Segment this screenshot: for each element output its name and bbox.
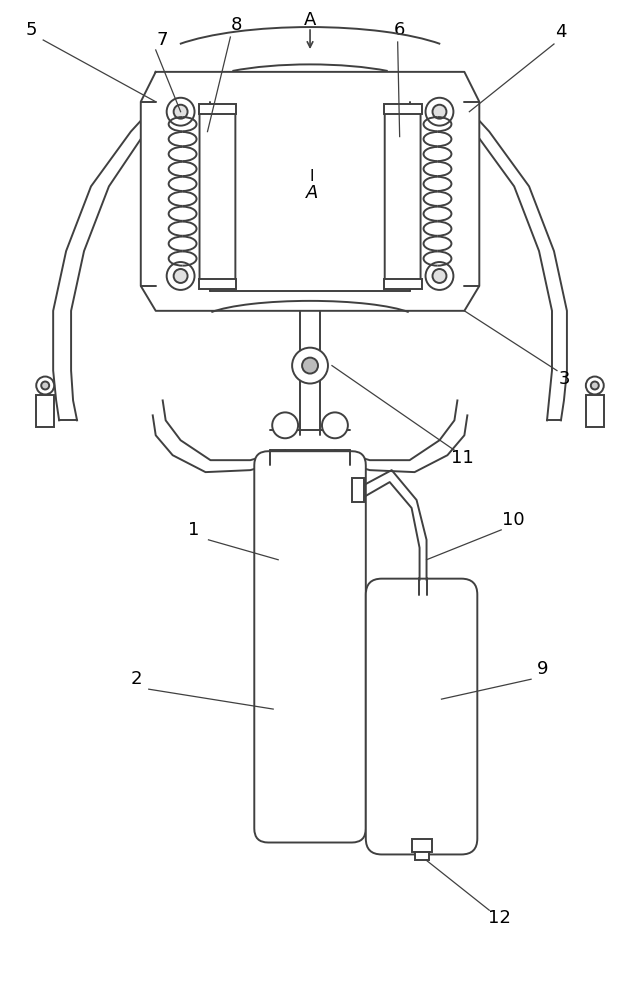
Circle shape	[41, 382, 49, 389]
FancyBboxPatch shape	[200, 109, 236, 284]
Text: 7: 7	[157, 31, 168, 49]
Circle shape	[322, 412, 348, 438]
Circle shape	[433, 269, 447, 283]
Bar	[36, 395, 54, 427]
Bar	[586, 395, 604, 427]
Circle shape	[433, 105, 447, 119]
Text: I: I	[310, 169, 314, 184]
Bar	[384, 279, 422, 289]
Text: 11: 11	[451, 449, 474, 467]
Text: A: A	[306, 184, 318, 202]
Bar	[384, 104, 422, 114]
Text: 2: 2	[131, 670, 143, 688]
Text: 12: 12	[488, 909, 511, 927]
Text: A: A	[304, 11, 316, 29]
Circle shape	[586, 377, 604, 394]
Polygon shape	[141, 72, 479, 311]
FancyBboxPatch shape	[254, 451, 366, 843]
Bar	[198, 279, 236, 289]
Text: 9: 9	[537, 660, 548, 678]
Circle shape	[166, 98, 195, 126]
Text: 4: 4	[555, 23, 566, 41]
Circle shape	[173, 105, 188, 119]
Text: 10: 10	[502, 511, 524, 529]
Text: 3: 3	[559, 370, 571, 388]
Text: 1: 1	[188, 521, 199, 539]
Circle shape	[426, 262, 453, 290]
FancyBboxPatch shape	[366, 579, 477, 854]
Circle shape	[591, 382, 599, 389]
Bar	[352, 478, 364, 502]
Circle shape	[272, 412, 298, 438]
Bar	[412, 839, 431, 852]
Text: 5: 5	[26, 21, 37, 39]
Circle shape	[173, 269, 188, 283]
Bar	[198, 104, 236, 114]
Text: 6: 6	[394, 21, 405, 39]
Text: 8: 8	[230, 16, 242, 34]
Circle shape	[302, 358, 318, 374]
Circle shape	[36, 377, 54, 394]
Circle shape	[166, 262, 195, 290]
FancyBboxPatch shape	[385, 109, 420, 284]
Circle shape	[426, 98, 453, 126]
Bar	[415, 852, 429, 860]
Circle shape	[292, 348, 328, 384]
